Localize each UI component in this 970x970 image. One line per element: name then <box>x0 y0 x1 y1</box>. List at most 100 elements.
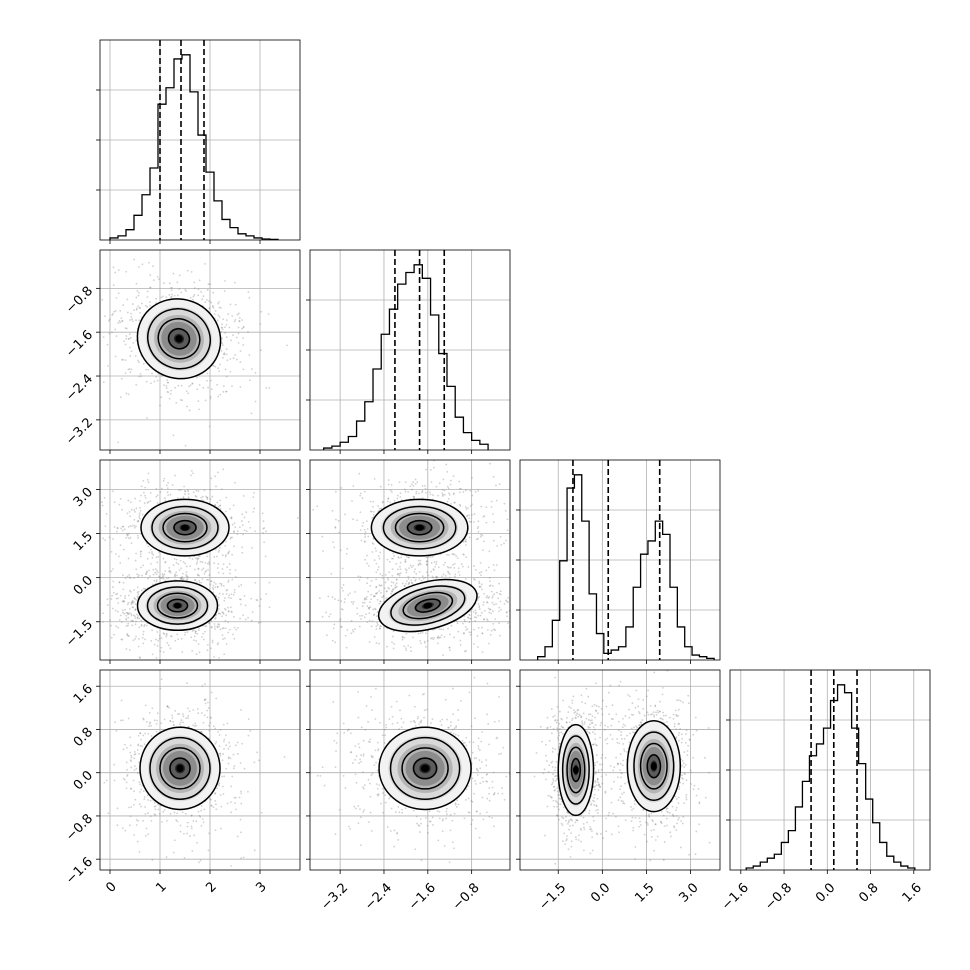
sample-point <box>225 554 227 556</box>
sample-point <box>130 614 133 617</box>
sample-point <box>227 756 230 759</box>
sample-point <box>198 627 200 630</box>
sample-point <box>506 518 509 521</box>
sample-point <box>121 609 124 612</box>
sample-point <box>228 741 231 744</box>
sample-point <box>222 723 225 726</box>
sample-point <box>483 609 486 612</box>
sample-point <box>96 832 98 834</box>
sample-point <box>440 634 443 637</box>
sample-point <box>98 715 100 717</box>
sample-point <box>121 320 124 322</box>
sample-point <box>193 725 196 727</box>
sample-point <box>151 858 154 861</box>
sample-point <box>462 491 465 493</box>
sample-point <box>131 602 134 605</box>
sample-point <box>377 566 380 568</box>
sample-point <box>442 563 445 566</box>
contour-line <box>162 512 208 543</box>
sample-point <box>193 834 196 837</box>
sample-point <box>409 564 412 567</box>
sample-point <box>147 472 150 475</box>
sample-point <box>225 540 227 543</box>
sample-point <box>221 775 223 778</box>
sample-point <box>449 633 451 636</box>
sample-point <box>283 756 286 758</box>
sample-point <box>200 291 202 293</box>
sample-point <box>379 600 382 603</box>
sample-point <box>182 561 185 563</box>
sample-point <box>167 577 170 579</box>
sample-point <box>140 624 143 627</box>
sample-point <box>102 381 105 384</box>
sample-point <box>105 513 108 515</box>
sample-point <box>477 525 480 528</box>
sample-point <box>161 573 164 576</box>
sample-point <box>453 501 456 504</box>
sample-point <box>155 297 158 300</box>
sample-point <box>186 631 189 633</box>
sample-point <box>191 650 194 652</box>
sample-point <box>173 558 176 560</box>
sample-point <box>267 313 270 315</box>
sample-point <box>335 490 337 493</box>
sample-point <box>113 501 116 504</box>
sample-point <box>136 613 138 616</box>
sample-point <box>211 586 214 589</box>
sample-point <box>404 490 407 493</box>
sample-point <box>489 584 492 587</box>
sample-point <box>448 573 451 576</box>
sample-point <box>125 648 128 650</box>
sample-point <box>447 570 449 573</box>
sample-point <box>151 551 153 553</box>
sample-point <box>495 484 497 487</box>
sample-point <box>112 580 115 583</box>
sample-point <box>121 574 124 577</box>
sample-point <box>124 327 127 330</box>
sample-point <box>403 585 406 587</box>
contour-line <box>402 591 454 620</box>
sample-point <box>158 812 161 815</box>
sample-point <box>212 591 215 594</box>
sample-point <box>233 591 236 594</box>
sample-point <box>359 529 362 531</box>
sample-point <box>495 564 498 567</box>
sample-point <box>146 305 149 308</box>
sample-point <box>211 305 214 308</box>
sample-point <box>112 586 114 588</box>
sample-point <box>218 604 220 607</box>
sample-point <box>242 533 245 536</box>
sample-point <box>424 640 426 643</box>
sample-point <box>240 792 243 795</box>
sample-point <box>376 793 379 796</box>
sample-point <box>215 613 218 616</box>
sample-point <box>340 608 343 610</box>
sample-point <box>213 581 216 584</box>
sample-point <box>228 563 231 565</box>
sample-point <box>464 620 466 623</box>
sample-point <box>481 731 484 733</box>
sample-point <box>482 515 485 518</box>
sample-point <box>233 765 236 768</box>
sample-point <box>239 598 242 601</box>
sample-point <box>399 572 402 575</box>
sample-point <box>143 743 146 746</box>
sample-point <box>125 746 128 749</box>
sample-point <box>209 283 212 286</box>
sample-point <box>192 472 194 475</box>
sample-point <box>493 628 495 631</box>
sample-point <box>211 641 214 644</box>
sample-point <box>144 304 147 307</box>
sample-point <box>493 593 496 596</box>
sample-point <box>130 766 133 769</box>
sample-point <box>249 379 251 382</box>
sample-point <box>227 621 230 624</box>
sample-point <box>184 288 187 291</box>
sample-point <box>435 560 438 563</box>
sample-point <box>221 615 223 618</box>
sample-point <box>209 397 212 400</box>
sample-point <box>381 501 384 504</box>
sample-point <box>335 518 337 521</box>
sample-point <box>200 824 203 827</box>
contour-line <box>414 598 441 613</box>
